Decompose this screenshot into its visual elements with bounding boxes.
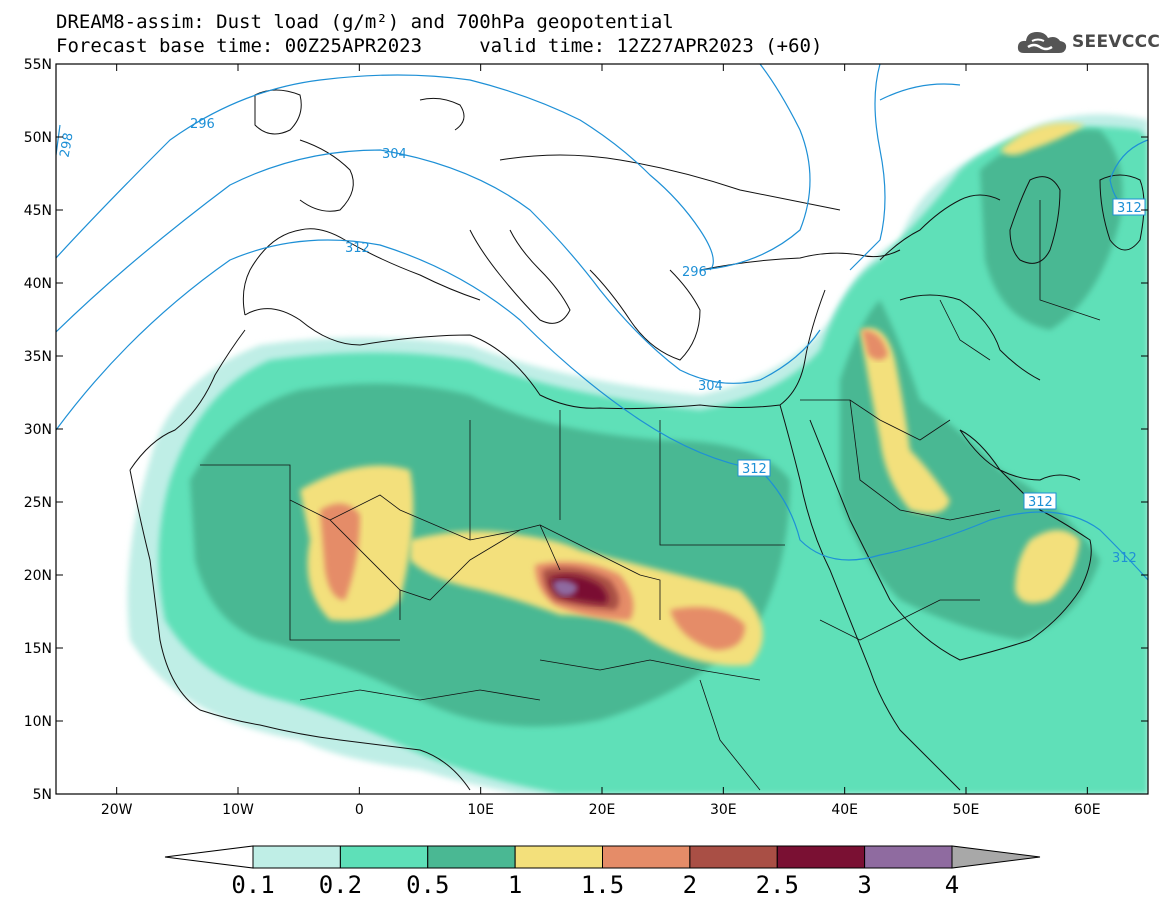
- dust-level-1-5: [320, 503, 360, 600]
- contour-labels: 296 298 304 312 312 296 304 312 312 312: [58, 117, 1146, 566]
- colorbar-label: 2.5: [756, 871, 799, 899]
- colorbar-swatch: [689, 845, 778, 869]
- lat-tick-label: 30N: [24, 422, 52, 438]
- colorbar-over-triangle: [951, 845, 1041, 869]
- contour-label: 304: [382, 147, 407, 162]
- colorbar-label: 0.2: [319, 871, 362, 899]
- lat-tick-label: 10N: [24, 714, 52, 730]
- chart-title-line-1: DREAM8-assim: Dust load (g/m²) and 700hP…: [56, 11, 674, 33]
- logo-text: SEEVCCC: [1072, 32, 1161, 52]
- dust-level-0-5-northeast: [980, 129, 1123, 330]
- dust-level-1-5-iraq: [862, 330, 888, 360]
- cloud-icon: [1017, 32, 1067, 53]
- lat-tick-label: 55N: [24, 57, 52, 73]
- chart-title-line-2: Forecast base time: 00Z25APR2023 valid t…: [56, 35, 823, 57]
- lon-tick-label: 20W: [101, 802, 133, 818]
- lon-tick-label: 60E: [1074, 802, 1101, 818]
- colorbar-swatch: [602, 845, 691, 869]
- lon-tick-label: 20E: [589, 802, 616, 818]
- lon-tick-label: 50E: [953, 802, 980, 818]
- contour-label: 296: [682, 265, 707, 280]
- colorbar-label: 1: [508, 871, 522, 899]
- lon-tick-label: 10E: [467, 802, 494, 818]
- contour-label: 304: [698, 379, 723, 394]
- dust-level-1-iraq: [860, 328, 950, 514]
- colorbar-label: 1.5: [581, 871, 624, 899]
- latitude-axis: 55N 50N 45N 40N 35N 30N 25N 20N 15N 10N 5N: [24, 57, 1148, 803]
- lon-tick-label: 0: [355, 802, 364, 818]
- contour-label: 296: [190, 117, 215, 132]
- contour-label: 312: [742, 462, 767, 477]
- lat-tick-label: 45N: [24, 203, 52, 219]
- colorbar-label: 3: [857, 871, 871, 899]
- colorbar-swatch: [339, 845, 429, 869]
- contour-label: 312: [1112, 551, 1137, 566]
- lat-tick-label: 25N: [24, 495, 52, 511]
- lat-tick-label: 5N: [33, 787, 52, 803]
- dust-level-1-5-east: [670, 607, 745, 650]
- dust-level-4: [553, 579, 578, 597]
- contour-label: 312: [1028, 495, 1053, 510]
- lat-tick-label: 40N: [24, 276, 52, 292]
- colorbar-swatch: [514, 845, 603, 869]
- longitude-axis: 20W 10W 0 10E 20E 30E 40E 50E 60E: [101, 64, 1101, 818]
- geopotential-contours: [56, 64, 1148, 581]
- country-borders: [200, 200, 1101, 791]
- colorbar-label: 4: [945, 871, 959, 899]
- colorbar-label: 2: [683, 871, 697, 899]
- lat-tick-label: 20N: [24, 568, 52, 584]
- colorbar-swatch: [776, 845, 866, 869]
- colorbar-swatch: [427, 845, 516, 869]
- lon-tick-label: 40E: [831, 802, 858, 818]
- contour-label: 312: [345, 241, 370, 256]
- lat-tick-label: 15N: [24, 641, 52, 657]
- dust-level-1-north: [1000, 122, 1085, 155]
- dust-level-1-oman: [1015, 530, 1080, 604]
- coastlines: [129, 89, 1145, 791]
- lat-tick-label: 50N: [24, 130, 52, 146]
- lon-tick-label: 10W: [222, 802, 254, 818]
- lon-tick-label: 30E: [710, 802, 737, 818]
- colorbar-label: 0.5: [406, 871, 449, 899]
- colorbar-under-triangle: [164, 845, 254, 869]
- colorbar: 0.1 0.2 0.5 1 1.5 2 2.5 3 4: [164, 845, 1041, 899]
- seevccc-logo: SEEVCCC: [1016, 26, 1160, 58]
- contour-label: 312: [1117, 201, 1142, 216]
- colorbar-swatch: [252, 845, 341, 869]
- colorbar-label: 0.1: [231, 871, 274, 899]
- dust-field: [127, 114, 1148, 794]
- lat-tick-label: 35N: [24, 349, 52, 365]
- contour-label: 298: [58, 132, 77, 159]
- colorbar-swatch: [864, 845, 953, 869]
